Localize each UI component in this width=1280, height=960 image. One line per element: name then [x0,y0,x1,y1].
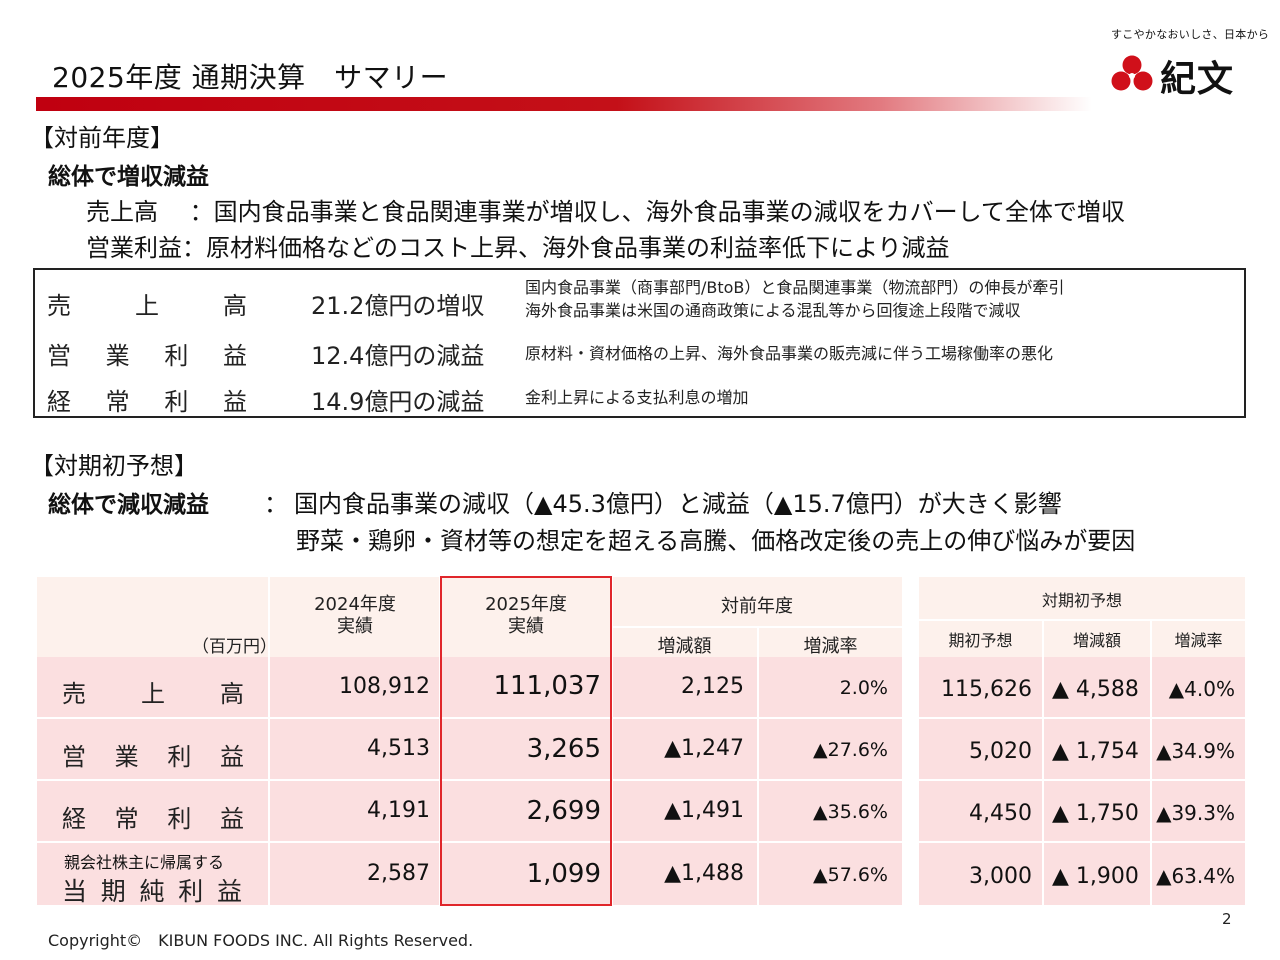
cell-forecast: 115,626 [941,677,1032,702]
forecast-summary: 総体で減収減益 [48,492,209,518]
grid-line [612,626,902,628]
cell-fy2024: 108,912 [339,674,430,699]
box-label-ord-profit: 経 常 利 益 [47,388,247,416]
header-forecast: 期初予想 [948,631,1013,650]
prev-year-op-profit-line: 営業利益：原材料価格などのコスト上昇、海外食品事業の利益率低下により減益 [86,234,950,262]
grid-line [37,841,902,843]
grid-line [1042,620,1044,905]
page-title: 2025年度 通期決算 サマリー [52,61,449,94]
cell-change: 2,125 [681,674,744,699]
cell-forecast-rate: ▲39.3% [1156,801,1235,825]
cell-fy2025: 111,037 [493,671,601,701]
cell-rate: ▲27.6% [813,739,888,761]
cell-change: ▲1,247 [664,736,744,761]
cell-forecast-change: ▲ 1,750 [1052,801,1139,826]
prev-year-sales-line: 売上高 ：国内食品事業と食品関連事業が増収し、海外食品事業の減収をカバーして全体… [86,198,1125,226]
box-value-op-profit: 12.4億円の減益 [311,342,485,370]
row-label-op-profit: 営業利益 [62,743,244,771]
cell-forecast-rate: ▲34.9% [1156,739,1235,763]
forecast-body-bg [919,657,1245,905]
grid-line [268,577,270,905]
cell-forecast-change: ▲ 4,588 [1052,677,1139,702]
row-label-net-income-prefix: 親会社株主に帰属する [64,853,225,872]
grid-line [1150,620,1152,905]
grid-line [37,717,902,719]
header-fy2025: 2025年度 実績 [485,594,567,637]
cell-forecast-change: ▲ 1,900 [1052,864,1139,889]
table-unit-label: （百万円） [192,637,277,657]
prev-year-detail-box: 売 上 高 21.2億円の増収 国内食品事業（商事部門/BtoB）と食品関連事業… [33,268,1246,418]
cell-forecast: 4,450 [969,801,1032,826]
grid-line [919,779,1245,781]
company-logo: 紀文 [1110,52,1260,100]
forecast-header-bg [919,577,1245,657]
header-forecast-rate: 増減率 [1174,631,1223,650]
cell-rate: ▲57.6% [813,864,888,886]
cell-rate: ▲35.6% [813,801,888,823]
grid-line [611,577,613,905]
box-label-sales: 売 上 高 [47,292,247,320]
cell-forecast-change: ▲ 1,754 [1052,739,1139,764]
cell-forecast: 3,000 [969,864,1032,889]
cell-rate: 2.0% [839,677,888,699]
header-change: 増減額 [657,636,712,657]
box-note-ord-profit: 金利上昇による支払利息の増加 [525,388,749,407]
copyright-text: Copyright© KIBUN FOODS INC. All Rights R… [48,931,474,950]
box-label-op-profit: 営 業 利 益 [47,342,247,370]
row-label-sales: 売上高 [62,680,244,708]
row-label-ord-profit: 経常利益 [62,805,244,833]
page-number: 2 [1222,910,1232,928]
header-rate: 増減率 [803,636,858,657]
forecast-colon: ： [264,490,288,518]
cell-fy2024: 4,513 [367,736,430,761]
title-underline-bar [36,97,1092,111]
header-forecast-change: 増減額 [1072,631,1121,650]
box-note-sales: 国内食品事業（商事部門/BtoB）と食品関連事業（物流部門）の伸長が牽引 海外食… [525,278,1065,320]
header-vs-forecast: 対期初予想 [1041,591,1122,610]
cell-fy2025: 1,099 [526,859,601,889]
header-vs-prev-year: 対前年度 [721,596,793,617]
cell-forecast-rate: ▲4.0% [1168,677,1235,701]
logo-flower-icon [1111,55,1153,91]
cell-forecast: 5,020 [969,739,1032,764]
section-heading-prev-year: 【対前年度】 [30,124,174,152]
box-note-op-profit: 原材料・資材価格の上昇、海外食品事業の販売減に伴う工場稼働率の悪化 [525,344,1054,363]
prev-year-summary: 総体で増収減益 [48,164,209,190]
fy2025-highlight-frame [440,576,612,906]
header-fy2024: 2024年度 実績 [314,594,396,637]
grid-line [919,717,1245,719]
grid-line [919,619,1245,621]
cell-fy2024: 2,587 [367,861,430,886]
cell-change: ▲1,488 [664,861,744,886]
cell-fy2025: 3,265 [526,734,601,764]
cell-change: ▲1,491 [664,798,744,823]
row-label-net-income: 当期純利益 [62,877,242,906]
cell-forecast-rate: ▲63.4% [1156,864,1235,888]
cell-fy2024: 4,191 [367,798,430,823]
logo-text: 紀文 [1160,59,1235,100]
forecast-line-2: 野菜・鶏卵・資材等の想定を超える高騰、価格改定後の売上の伸び悩みが要因 [296,527,1136,555]
grid-line [757,627,759,905]
grid-line [37,779,902,781]
grid-line [919,841,1245,843]
cell-fy2025: 2,699 [526,796,601,826]
box-value-ord-profit: 14.9億円の減益 [311,388,485,416]
logo-tagline: すこやかなおいしさ、日本から [1111,28,1270,41]
section-heading-forecast: 【対期初予想】 [30,452,198,480]
box-value-sales: 21.2億円の増収 [311,292,485,320]
forecast-line-1: 国内食品事業の減収（▲45.3億円）と減益（▲15.7億円）が大きく影響 [294,490,1062,518]
